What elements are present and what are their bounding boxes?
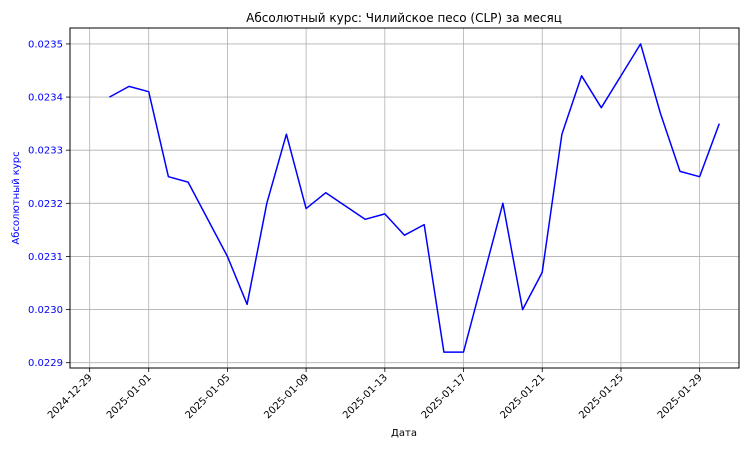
x-tick-label: 2025-01-25 — [577, 372, 626, 421]
x-tick-label: 2025-01-01 — [105, 372, 154, 421]
x-tick-label: 2025-01-17 — [420, 372, 469, 421]
y-tick-label: 0.0232 — [28, 199, 63, 210]
x-tick-label: 2025-01-09 — [262, 372, 311, 421]
y-tick-label: 0.0235 — [28, 39, 63, 50]
x-tick-label: 2025-01-05 — [184, 372, 233, 421]
y-tick-label: 0.0229 — [28, 358, 63, 369]
series — [109, 43, 721, 353]
grid — [70, 28, 739, 368]
x-tick-label: 2024-12-29 — [46, 372, 95, 421]
x-tick-label: 2025-01-13 — [341, 372, 390, 421]
y-tick-label: 0.0233 — [28, 146, 63, 157]
y-tick-label: 0.0230 — [28, 305, 63, 316]
chart-title: Абсолютный курс: Чилийское песо (CLP) за… — [246, 11, 562, 25]
series-line — [109, 43, 721, 353]
y-tick-label: 0.0234 — [28, 93, 63, 104]
y-axis-label: Абсолютный курс — [11, 151, 22, 244]
x-tick-label: 2025-01-29 — [656, 372, 705, 421]
x-axis-label: Дата — [391, 428, 417, 439]
plot-frame — [69, 27, 740, 369]
y-tick-label: 0.0231 — [28, 252, 63, 263]
x-tick-label: 2025-01-21 — [498, 372, 547, 421]
